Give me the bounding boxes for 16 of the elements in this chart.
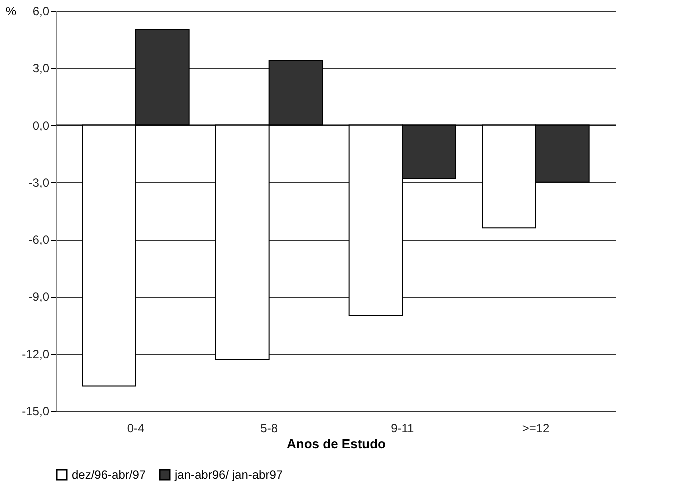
x-tick-label: >=12 — [522, 422, 550, 436]
x-tick-label: 9-11 — [391, 422, 415, 436]
legend-label: jan-abr96/ jan-abr97 — [174, 468, 284, 482]
y-tick-label: -9,0 — [28, 290, 50, 304]
x-axis-title: Anos de Estudo — [287, 436, 386, 452]
y-tick-label: 0,0 — [32, 118, 50, 133]
y-tick-label: -6,0 — [28, 233, 50, 248]
x-tick-label: 5-8 — [260, 422, 278, 436]
x-tick-label: 0-4 — [127, 422, 145, 436]
y-tick-label: -12,0 — [22, 347, 50, 362]
y-tick-label: 6,0 — [32, 4, 50, 18]
y-axis-title: % — [6, 4, 17, 18]
legend-label: dez/96-abr/97 — [72, 468, 146, 482]
y-tick-label: -3,0 — [28, 176, 50, 190]
y-tick-label: -15,0 — [22, 404, 50, 418]
y-tick-label: 3,0 — [32, 62, 50, 76]
